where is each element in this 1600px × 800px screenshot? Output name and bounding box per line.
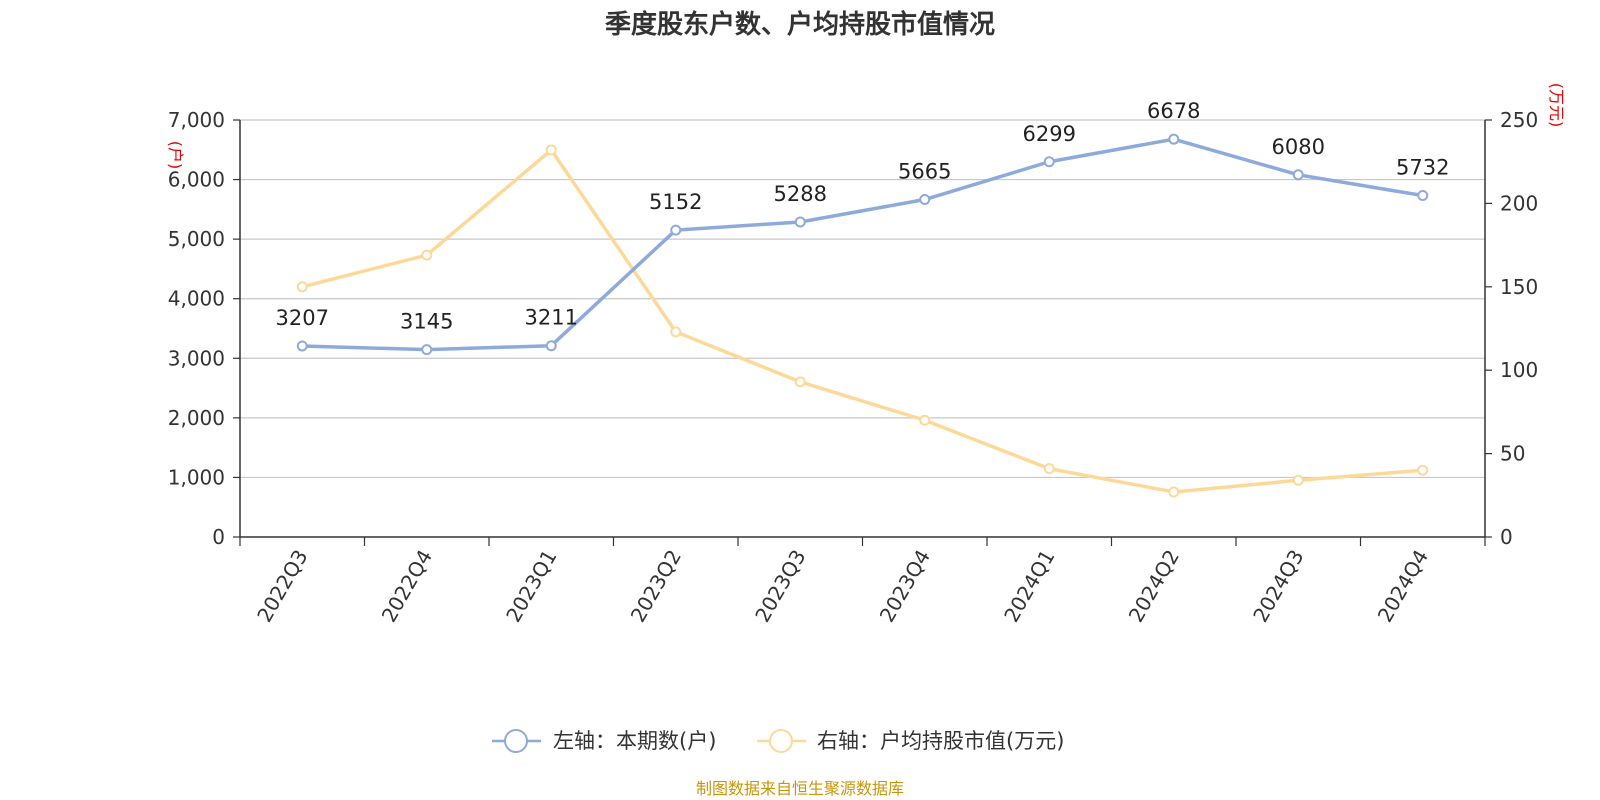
legend[interactable]: 左轴：本期数(户) 右轴：户均持股市值(万元) [492, 729, 1064, 753]
x-axis-ticks: 2022Q3 2022Q4 2023Q1 2023Q2 2023Q3 2023Q4 2024… [239, 537, 1486, 627]
data-label: 6080 [1272, 135, 1325, 159]
data-point-avg-value[interactable] [296, 281, 308, 293]
left-tick-label: 1,000 [168, 465, 225, 489]
x-tick-label: 2024Q3 [1248, 546, 1308, 627]
right-axis-ticks: 0 50 100 150 200 250 [1485, 108, 1538, 549]
data-point-households[interactable] [1043, 156, 1055, 168]
right-tick-label: 200 [1500, 191, 1538, 215]
data-point-households[interactable] [670, 224, 682, 236]
data-label: 6678 [1147, 99, 1200, 123]
left-tick-label: 4,000 [168, 287, 225, 311]
data-point-households[interactable] [919, 194, 931, 206]
data-point-households[interactable] [1417, 190, 1429, 202]
left-axis-unit: (户) [166, 141, 185, 170]
data-point-avg-value[interactable] [421, 249, 433, 261]
left-tick-label: 7,000 [168, 108, 225, 132]
right-tick-label: 250 [1500, 108, 1538, 132]
right-tick-label: 0 [1500, 525, 1513, 549]
x-tick-label: 2023Q2 [626, 546, 686, 627]
data-label: 6299 [1023, 122, 1076, 146]
legend-item-households[interactable]: 左轴：本期数(户) [492, 729, 716, 753]
data-labels: 3207 3145 3211 5152 5288 5665 6299 6678 6080 5732 [276, 99, 1450, 333]
data-point-avg-value[interactable] [1043, 463, 1055, 475]
x-tick-label: 2024Q2 [1124, 546, 1184, 627]
legend-item-avg-value[interactable]: 右轴：户均持股市值(万元) [757, 729, 1064, 753]
chart-title: 季度股东户数、户均持股市值情况 [605, 9, 995, 40]
left-tick-label: 6,000 [168, 168, 225, 192]
data-point-avg-value[interactable] [1417, 464, 1429, 476]
right-tick-label: 50 [1500, 442, 1525, 466]
x-tick-label: 2023Q4 [875, 546, 935, 627]
data-point-avg-value[interactable] [1292, 474, 1304, 486]
left-tick-label: 0 [212, 525, 225, 549]
x-tick-label: 2022Q3 [252, 546, 312, 627]
series-line-households [302, 137, 1424, 352]
x-tick-label: 2023Q1 [501, 546, 561, 627]
data-point-households[interactable] [421, 344, 433, 356]
left-tick-label: 2,000 [168, 406, 225, 430]
data-label: 3145 [400, 310, 453, 334]
legend-label-households: 左轴：本期数(户) [553, 729, 716, 753]
data-point-households[interactable] [794, 216, 806, 228]
data-point-avg-value[interactable] [545, 144, 557, 156]
left-tick-label: 3,000 [168, 346, 225, 370]
x-tick-label: 2024Q4 [1373, 546, 1433, 627]
legend-label-avg-value: 右轴：户均持股市值(万元) [817, 729, 1064, 753]
left-tick-label: 5,000 [168, 227, 225, 251]
legend-marker-households [504, 729, 528, 753]
data-point-households[interactable] [545, 340, 557, 352]
data-point-avg-value[interactable] [794, 376, 806, 388]
data-point-avg-value[interactable] [919, 414, 931, 426]
data-label: 5288 [774, 182, 827, 206]
data-point-households[interactable] [296, 340, 308, 352]
data-label: 3207 [276, 306, 329, 330]
data-point-avg-value[interactable] [670, 326, 682, 338]
right-tick-label: 150 [1500, 275, 1538, 299]
x-tick-label: 2024Q1 [999, 546, 1059, 627]
data-point-households[interactable] [1292, 169, 1304, 181]
data-label: 5665 [898, 160, 951, 184]
series-line-avg-value [301, 148, 1423, 494]
source-note: 制图数据来自恒生聚源数据库 [696, 779, 904, 798]
x-tick-label: 2023Q3 [750, 546, 810, 627]
x-tick-label: 2022Q4 [377, 546, 437, 627]
data-label: 5732 [1396, 156, 1449, 180]
legend-marker-avg-value [769, 729, 793, 753]
series-layer [296, 133, 1429, 498]
data-point-households[interactable] [1168, 133, 1180, 145]
data-label: 5152 [649, 190, 702, 214]
data-label: 3211 [525, 306, 578, 330]
data-point-avg-value[interactable] [1168, 486, 1180, 498]
right-tick-label: 100 [1500, 358, 1538, 382]
left-axis-ticks: 0 1,000 2,000 3,000 4,000 5,000 6,000 7,000 [168, 108, 240, 549]
right-axis-unit: (万元) [1547, 83, 1566, 128]
